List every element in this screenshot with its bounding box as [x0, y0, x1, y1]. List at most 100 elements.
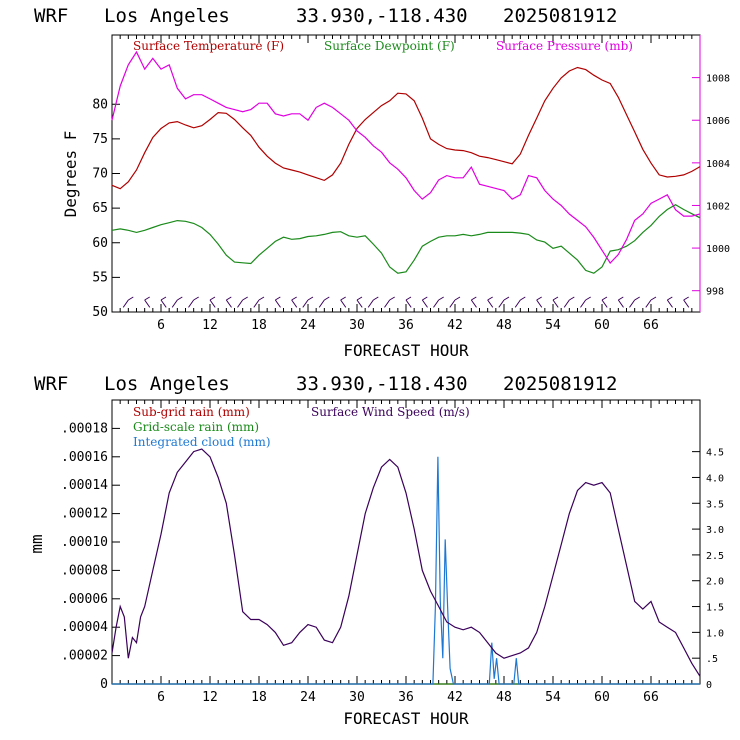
bottom-series-lines	[111, 448, 701, 685]
wind-barb-flag	[373, 296, 379, 301]
wind-barb	[171, 299, 178, 308]
top-header-model: WRF	[34, 5, 68, 27]
top-y2-tick-label: 1002	[706, 201, 730, 212]
bottom-y2-tick-label: 2.0	[706, 577, 724, 588]
bottom-x-tick-label: 36	[398, 690, 414, 705]
bottom-y-tick-label: .00008	[61, 563, 108, 578]
wind-barb	[367, 299, 374, 308]
top-x-tick-label: 6	[157, 318, 165, 333]
wind-barb	[291, 299, 298, 308]
top-header-run: 2025081912	[503, 5, 617, 27]
wind-barb-flag	[634, 296, 640, 301]
wind-barb-flag	[667, 296, 673, 301]
top-x-tick-label: 36	[398, 318, 414, 333]
bottom-y-tick-label: .00018	[61, 421, 108, 436]
bottom-y-tick-label: .00010	[61, 535, 108, 550]
bottom-y2-tick-label: 1.0	[706, 628, 724, 639]
wind-barb	[601, 299, 608, 308]
wind-barb-flag	[340, 296, 346, 301]
wind-barb-flag	[242, 296, 248, 301]
bottom-x-tick-label: 6	[157, 690, 165, 705]
bottom-y2-tick-label: 3.0	[706, 525, 724, 536]
top-header-coords: 33.930,-118.430	[296, 5, 468, 27]
wind-barb	[253, 299, 260, 308]
top-x-tick-label: 12	[202, 318, 218, 333]
wind-barb-flag	[536, 296, 542, 301]
bottom-y-tick-label: .00004	[61, 620, 108, 635]
top-y2-tick-label: 998	[706, 287, 724, 298]
bottom-y-tick-label: .00002	[61, 649, 108, 664]
wind-barb-flag	[209, 296, 216, 301]
bottom-y2-tick-label: 2.5	[706, 551, 724, 562]
wind-barb-flag	[356, 296, 363, 301]
bottom-header-place: Los Angeles	[104, 373, 230, 395]
bottom-y2-tick-label: 0	[706, 680, 712, 691]
bottom-x-tick-label: 18	[251, 690, 267, 705]
wind-barb-flag	[503, 296, 510, 301]
bottom-y-tick-label: .00016	[61, 450, 108, 465]
bottom-header-model: WRF	[34, 373, 68, 395]
bottom-y2-tick-label: 4.5	[706, 448, 724, 459]
bottom-x-tick-label: 48	[496, 690, 512, 705]
bottom-y-tick-label: .00006	[61, 592, 108, 607]
top-y2-tick-label: 1008	[706, 74, 730, 85]
bottom-y2-tick-label: 4.0	[706, 473, 724, 484]
bottom-header-run: 2025081912	[503, 373, 617, 395]
wind-barb-flag	[650, 296, 657, 301]
top-wind-barbs	[122, 296, 690, 308]
wind-barb-flag	[552, 296, 559, 301]
wind-barb	[629, 299, 636, 308]
wind-barb-flag	[601, 296, 608, 301]
wind-barb	[666, 299, 673, 308]
wind-barb	[470, 299, 477, 308]
bottom-legend: Sub-grid rain (mm) Grid-scale rain (mm) …	[133, 405, 470, 449]
top-y2-tick-label: 1000	[706, 244, 730, 255]
wind-barb-flag	[438, 296, 444, 301]
top-x-tick-label: 48	[496, 318, 512, 333]
top-y-tick-label: 55	[92, 270, 108, 285]
wind-barb	[645, 299, 652, 308]
wind-barb	[209, 299, 216, 308]
legend-pressure: Surface Pressure (mb)	[496, 39, 633, 53]
top-series-0	[111, 66, 701, 190]
wind-barb	[144, 299, 151, 308]
wind-barb-flag	[128, 296, 134, 301]
top-y-tick-label: 70	[92, 167, 108, 182]
legend-dewpoint: Surface Dewpoint (F)	[324, 39, 455, 53]
wind-barb	[421, 299, 428, 308]
wind-barb	[563, 299, 570, 308]
wind-barb-flag	[569, 296, 575, 301]
wind-barb-flag	[226, 296, 232, 301]
bottom-x-axis-label: FORECAST HOUR	[343, 709, 469, 728]
wind-barb-flag	[177, 296, 183, 301]
top-x-tick-label: 30	[349, 318, 365, 333]
bottom-y2-tick-label: .5	[706, 654, 718, 665]
top-plot-frame	[111, 34, 701, 313]
bottom-y2-tick-label: 3.5	[706, 499, 724, 510]
wind-barb	[340, 299, 347, 308]
top-chart: 6 12 18 24 30 36 42 48 54 60 66 50 55 60 65 70 75 80 998 10…	[61, 34, 730, 360]
top-header-place: Los Angeles	[104, 5, 230, 27]
top-x-axis-label: FORECAST HOUR	[343, 341, 469, 360]
wind-barb-flag	[454, 296, 461, 301]
bottom-x-tick-label: 24	[300, 690, 316, 705]
wind-barb-flag	[307, 296, 314, 301]
legend-temperature: Surface Temperature (F)	[133, 39, 284, 53]
top-x-tick-label: 18	[251, 318, 267, 333]
wind-barb-flag	[471, 296, 477, 301]
wind-barb	[237, 299, 244, 308]
top-x-tick-label: 66	[643, 318, 659, 333]
top-y-tick-label: 65	[92, 201, 108, 216]
wind-barb	[405, 299, 412, 308]
bottom-axis-ticks: 6 12 18 24 30 36 42 48 54 60 66 0 .00002 .00004 .00006…	[61, 400, 724, 705]
legend-integrated-cloud: Integrated cloud (mm)	[133, 435, 271, 449]
top-x-tick-label: 54	[545, 318, 561, 333]
bottom-x-tick-label: 66	[643, 690, 659, 705]
top-y-tick-label: 60	[92, 236, 108, 251]
wind-barb	[433, 299, 440, 308]
wind-barb-flag	[144, 296, 150, 301]
wind-barb-flag	[683, 296, 689, 301]
wind-barb-flag	[324, 296, 330, 301]
wind-barb	[318, 299, 325, 308]
wind-barb	[536, 299, 543, 308]
